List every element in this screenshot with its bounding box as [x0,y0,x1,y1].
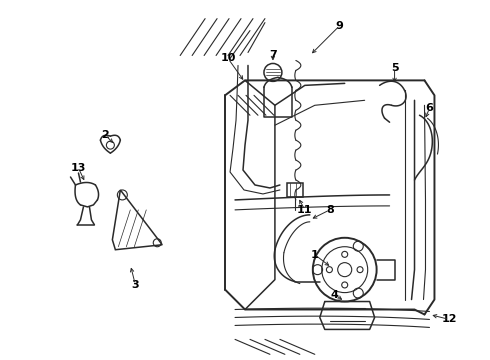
Text: 12: 12 [441,314,457,324]
Text: 4: 4 [331,289,339,300]
Bar [287,183,303,197]
Text: 9: 9 [336,21,343,31]
Text: 13: 13 [71,163,86,173]
Text: 7: 7 [269,50,277,60]
Text: 5: 5 [391,63,398,73]
Text: 2: 2 [101,130,109,140]
Text: 6: 6 [425,103,434,113]
Text: 10: 10 [220,54,236,63]
Text: 8: 8 [326,205,334,215]
Text: 3: 3 [131,280,139,289]
Text: 11: 11 [297,205,313,215]
Text: 1: 1 [311,250,318,260]
